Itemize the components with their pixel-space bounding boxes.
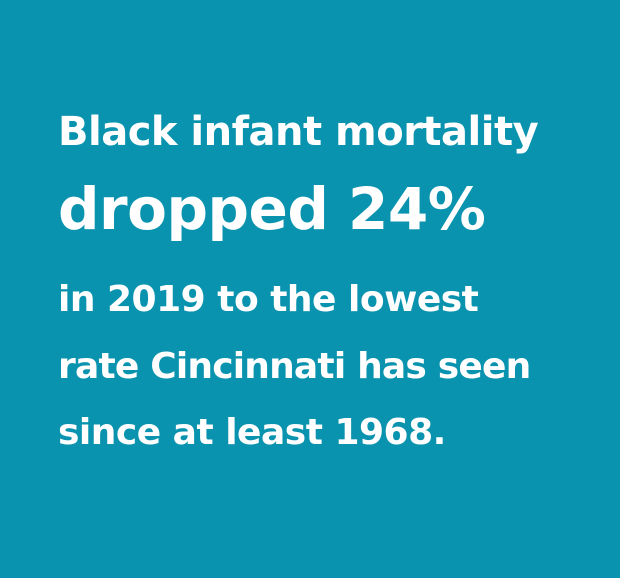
body-line-1: in 2019 to the lowest (58, 279, 479, 320)
body-line-3: since at least 1968. (58, 412, 446, 453)
body-line-2: rate Cincinnati has seen (58, 346, 531, 387)
headline-emphasis: dropped 24% (58, 175, 486, 243)
headline-line-1: Black infant mortality (58, 109, 539, 155)
